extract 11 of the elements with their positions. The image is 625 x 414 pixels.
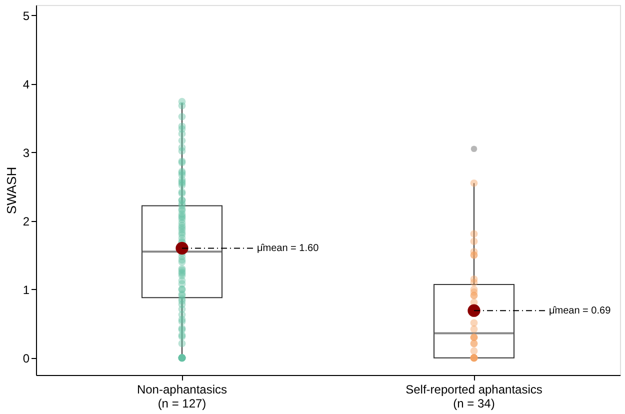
annotation: μ̂mean = 0.69	[549, 306, 612, 317]
x-tick-label: Non-aphantasics (n = 127)	[136, 382, 228, 410]
x-tick-label: Self-reported aphantasics (n = 34)	[406, 382, 542, 410]
y-tick-label: 0	[22, 351, 30, 366]
y-tick-label: 3	[22, 146, 30, 160]
y-tick-label: 4	[22, 77, 30, 92]
y-axis-title: SWASH	[4, 166, 19, 214]
y-tick-label: 5	[22, 8, 30, 23]
annotation: μ̂mean = 1.60	[257, 243, 320, 254]
y-tick-label: 1	[22, 282, 30, 297]
y-tick-label: 2	[22, 214, 30, 228]
